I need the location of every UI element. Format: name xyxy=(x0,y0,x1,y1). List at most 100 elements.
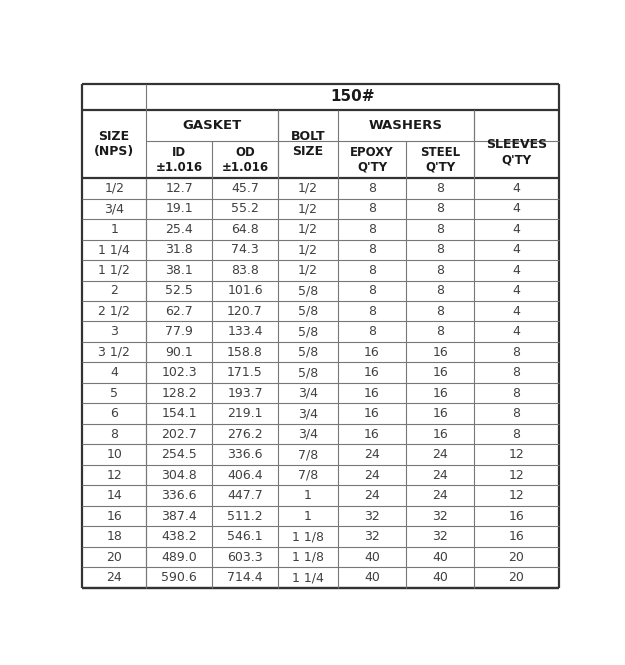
Text: 489.0: 489.0 xyxy=(161,551,197,563)
Text: 5/8: 5/8 xyxy=(298,366,318,379)
Text: 12: 12 xyxy=(106,469,122,481)
Text: 16: 16 xyxy=(364,407,380,420)
Text: 24: 24 xyxy=(364,448,380,461)
Text: 12: 12 xyxy=(509,448,524,461)
Text: 20: 20 xyxy=(509,571,524,584)
Text: 336.6: 336.6 xyxy=(228,448,262,461)
Text: 6: 6 xyxy=(110,407,118,420)
Text: 219.1: 219.1 xyxy=(228,407,262,420)
Text: 77.9: 77.9 xyxy=(165,325,193,338)
Text: 1/2: 1/2 xyxy=(104,182,124,195)
Text: 546.1: 546.1 xyxy=(228,530,263,543)
Text: 133.4: 133.4 xyxy=(228,325,262,338)
Text: ID
±1.016: ID ±1.016 xyxy=(156,146,202,174)
Text: 8: 8 xyxy=(368,243,376,256)
Text: 387.4: 387.4 xyxy=(161,509,197,523)
Text: 8: 8 xyxy=(512,386,521,400)
Text: 120.7: 120.7 xyxy=(227,305,263,318)
Text: 16: 16 xyxy=(432,428,448,441)
Text: 31.8: 31.8 xyxy=(166,243,193,256)
Text: 16: 16 xyxy=(106,509,122,523)
Text: 62.7: 62.7 xyxy=(166,305,193,318)
Text: WASHERS: WASHERS xyxy=(369,119,443,132)
Text: 7/8: 7/8 xyxy=(298,469,318,481)
Text: 32: 32 xyxy=(432,530,448,543)
Text: 18: 18 xyxy=(106,530,122,543)
Text: 8: 8 xyxy=(368,264,376,277)
Text: 1 1/2: 1 1/2 xyxy=(98,264,130,277)
Text: 158.8: 158.8 xyxy=(227,346,263,358)
Text: 55.2: 55.2 xyxy=(231,202,259,215)
Text: 3/4: 3/4 xyxy=(298,428,318,441)
Text: 4: 4 xyxy=(512,202,521,215)
Text: 16: 16 xyxy=(432,386,448,400)
Text: 16: 16 xyxy=(364,386,380,400)
Text: 101.6: 101.6 xyxy=(228,284,263,297)
Text: 171.5: 171.5 xyxy=(227,366,263,379)
Text: 193.7: 193.7 xyxy=(228,386,263,400)
Text: 4: 4 xyxy=(512,284,521,297)
Text: 20: 20 xyxy=(509,551,524,563)
Text: 8: 8 xyxy=(512,428,521,441)
Text: EPOXY
Q'TY: EPOXY Q'TY xyxy=(350,146,394,174)
Text: STEEL
Q'TY: STEEL Q'TY xyxy=(420,146,460,174)
Text: 8: 8 xyxy=(110,428,118,441)
Text: 8: 8 xyxy=(368,202,376,215)
Text: 5/8: 5/8 xyxy=(298,325,318,338)
Text: 3: 3 xyxy=(110,325,118,338)
Text: 1: 1 xyxy=(304,489,312,502)
Text: 1/2: 1/2 xyxy=(298,182,318,195)
Text: 406.4: 406.4 xyxy=(228,469,263,481)
Text: 254.5: 254.5 xyxy=(161,448,197,461)
Text: 19.1: 19.1 xyxy=(166,202,193,215)
Text: 16: 16 xyxy=(364,428,380,441)
Text: 25.4: 25.4 xyxy=(166,223,193,236)
Text: 24: 24 xyxy=(364,489,380,502)
Text: 1/2: 1/2 xyxy=(298,243,318,256)
Text: SIZE
(NPS): SIZE (NPS) xyxy=(94,130,134,158)
Text: 1: 1 xyxy=(110,223,118,236)
Text: 16: 16 xyxy=(509,509,524,523)
Text: 8: 8 xyxy=(436,284,444,297)
Text: 83.8: 83.8 xyxy=(231,264,259,277)
Text: 3/4: 3/4 xyxy=(298,386,318,400)
Text: 32: 32 xyxy=(364,530,380,543)
Text: 714.4: 714.4 xyxy=(228,571,263,584)
Text: 4: 4 xyxy=(512,305,521,318)
Text: 4: 4 xyxy=(110,366,118,379)
Text: 32: 32 xyxy=(364,509,380,523)
Text: 5/8: 5/8 xyxy=(298,305,318,318)
Text: GASKET: GASKET xyxy=(182,119,242,132)
Text: 64.8: 64.8 xyxy=(231,223,259,236)
Text: 4: 4 xyxy=(512,264,521,277)
Text: 16: 16 xyxy=(364,366,380,379)
Text: 4: 4 xyxy=(512,243,521,256)
Text: 90.1: 90.1 xyxy=(166,346,193,358)
Text: 447.7: 447.7 xyxy=(227,489,263,502)
Text: 5/8: 5/8 xyxy=(298,284,318,297)
Text: 16: 16 xyxy=(364,346,380,358)
Text: 7/8: 7/8 xyxy=(298,448,318,461)
Text: 10: 10 xyxy=(106,448,122,461)
Text: 8: 8 xyxy=(436,325,444,338)
Text: 2: 2 xyxy=(110,284,118,297)
Text: 14: 14 xyxy=(106,489,122,502)
Text: 4: 4 xyxy=(512,223,521,236)
Text: 1 1/4: 1 1/4 xyxy=(98,243,130,256)
Text: 52.5: 52.5 xyxy=(165,284,193,297)
Text: 1/2: 1/2 xyxy=(298,264,318,277)
Text: 4: 4 xyxy=(512,182,521,195)
Text: 128.2: 128.2 xyxy=(161,386,197,400)
Text: 12.7: 12.7 xyxy=(166,182,193,195)
Text: 1 1/8: 1 1/8 xyxy=(292,551,324,563)
Text: 8: 8 xyxy=(436,202,444,215)
Text: SLEEVES: SLEEVES xyxy=(486,138,547,150)
Text: 24: 24 xyxy=(364,469,380,481)
Text: 45.7: 45.7 xyxy=(231,182,259,195)
Text: 438.2: 438.2 xyxy=(161,530,197,543)
Text: 38.1: 38.1 xyxy=(166,264,193,277)
Text: 3 1/2: 3 1/2 xyxy=(98,346,130,358)
Text: 8: 8 xyxy=(368,305,376,318)
Text: 5: 5 xyxy=(110,386,118,400)
Text: 1/2: 1/2 xyxy=(298,202,318,215)
